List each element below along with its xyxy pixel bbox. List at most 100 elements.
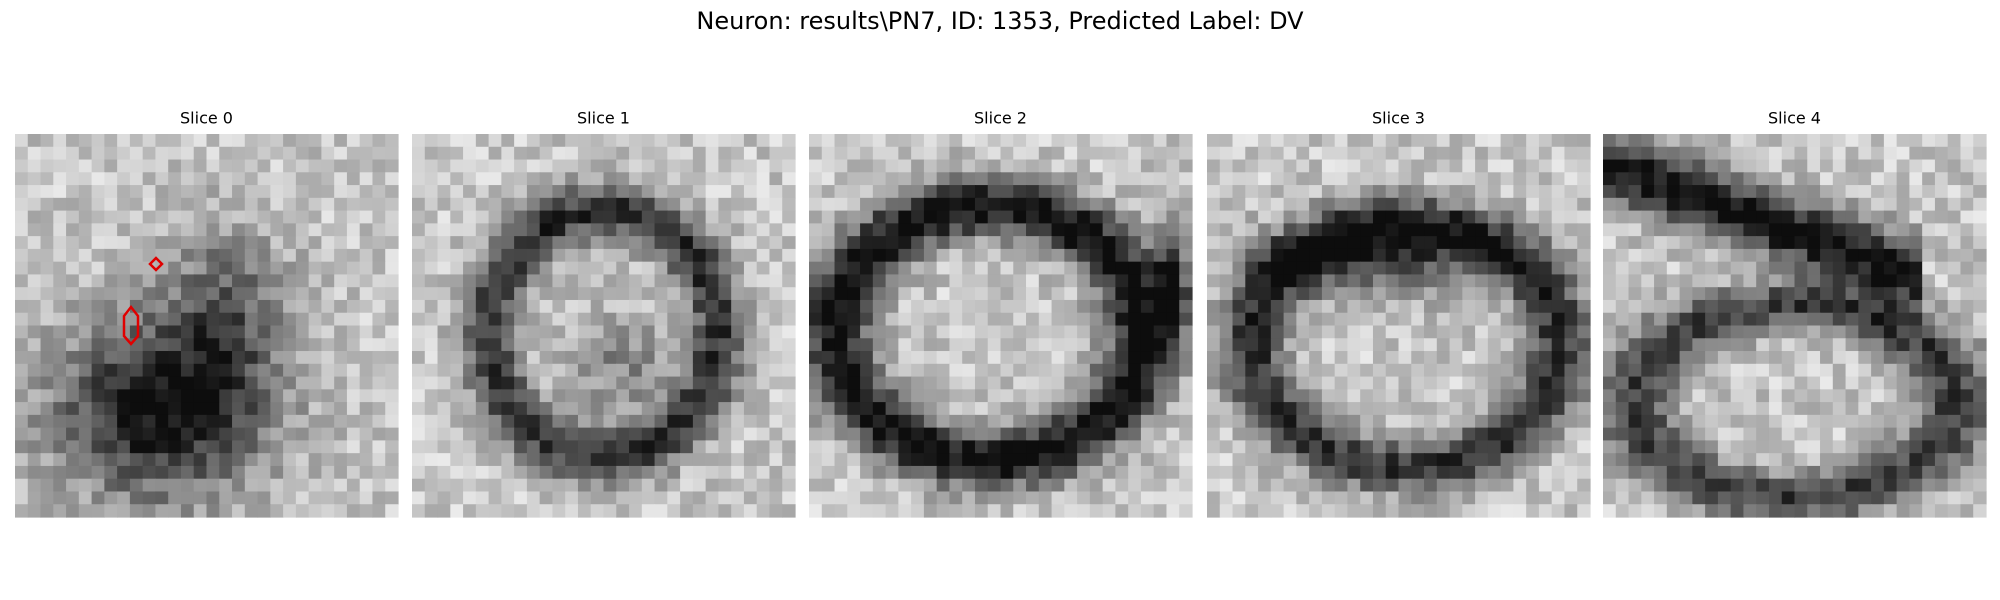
pixel (1487, 338, 1502, 352)
pixel (1858, 351, 1872, 365)
pixel (1140, 453, 1155, 467)
pixel (1896, 248, 1910, 263)
pixel (1730, 351, 1745, 365)
pixel (257, 236, 271, 250)
pixel (1845, 363, 1859, 378)
pixel (821, 402, 836, 416)
pixel (1013, 159, 1027, 173)
pixel (15, 376, 29, 390)
pixel (667, 159, 681, 173)
pixel (1449, 312, 1463, 327)
pixel (129, 351, 144, 365)
pixel (1398, 363, 1412, 378)
pixel (206, 248, 220, 263)
pixel (1513, 465, 1527, 480)
pixel (1883, 223, 1898, 237)
pixel (501, 478, 515, 493)
pixel (962, 504, 976, 518)
pixel (1973, 376, 1987, 390)
pixel (1102, 236, 1116, 250)
pixel (1858, 299, 1872, 314)
pixel (475, 351, 490, 365)
pixel (1411, 159, 1425, 173)
pixel (501, 185, 515, 199)
pixel (603, 465, 617, 480)
pixel (1089, 338, 1104, 352)
pixel (1934, 453, 1949, 467)
pixel (385, 389, 399, 403)
pixel (692, 389, 707, 403)
pixel (232, 223, 246, 237)
pixel (1309, 274, 1323, 288)
pixel (962, 376, 976, 390)
pixel (1077, 440, 1091, 454)
pixel (27, 197, 42, 212)
pixel (1398, 453, 1412, 467)
pixel (359, 299, 374, 314)
pixel (923, 504, 938, 518)
pixel (654, 338, 668, 352)
pixel (1730, 312, 1745, 327)
pixel (603, 414, 617, 429)
pixel (603, 478, 617, 493)
pixel (847, 185, 861, 199)
pixel (359, 376, 374, 390)
pixel (552, 389, 566, 403)
pixel (501, 274, 515, 288)
pixel (603, 197, 617, 212)
pixel (872, 261, 887, 276)
pixel (257, 338, 271, 352)
pixel (1309, 185, 1323, 199)
pixel (155, 248, 169, 263)
pixel (180, 504, 195, 518)
pixel (1666, 236, 1681, 250)
pixel (1089, 197, 1104, 212)
pixel (334, 248, 348, 263)
pixel (142, 134, 157, 148)
pixel (1334, 465, 1349, 480)
pixel (334, 236, 348, 250)
pixel (1013, 325, 1027, 339)
pixel (1475, 261, 1489, 276)
pixel (539, 453, 554, 467)
pixel (1756, 261, 1770, 276)
pixel (1717, 427, 1732, 441)
pixel (321, 172, 335, 186)
pixel (1462, 491, 1476, 505)
pixel (1245, 351, 1259, 365)
pixel (1538, 338, 1553, 352)
pixel (1347, 363, 1361, 378)
pixel (1628, 274, 1642, 288)
pixel (1179, 287, 1193, 301)
pixel (1411, 287, 1425, 301)
pixel (1730, 478, 1745, 493)
pixel (1717, 338, 1732, 352)
pixel (987, 223, 1002, 237)
pixel (1372, 338, 1387, 352)
pixel (1051, 312, 1065, 327)
pixel (206, 146, 220, 161)
pixel (168, 172, 182, 186)
pixel (66, 465, 80, 480)
pixel (1000, 223, 1014, 237)
pixel (1166, 351, 1180, 365)
pixel (1102, 146, 1116, 161)
pixel (206, 478, 220, 493)
pixel (1309, 376, 1323, 390)
pixel (40, 389, 54, 403)
pixel (667, 261, 681, 276)
pixel (257, 414, 271, 429)
pixel (206, 185, 220, 199)
pixel (539, 504, 554, 518)
pixel (1564, 363, 1578, 378)
pixel (577, 236, 592, 250)
pixel (334, 223, 348, 237)
pixel (641, 197, 656, 212)
pixel (1615, 210, 1630, 224)
pixel (129, 402, 144, 416)
pixel (206, 299, 220, 314)
pixel (860, 146, 874, 161)
pixel (641, 287, 656, 301)
pixel (718, 504, 732, 518)
